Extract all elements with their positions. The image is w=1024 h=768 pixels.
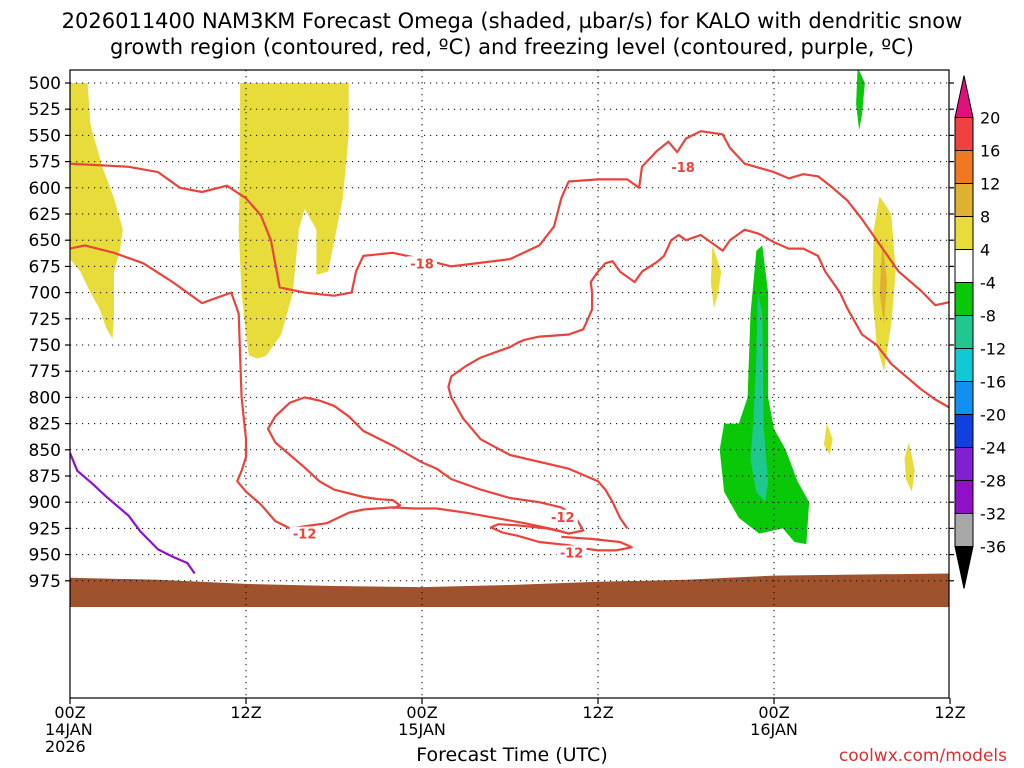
colorbar-swatch: [954, 381, 974, 415]
x-tick-label: 00Z: [54, 703, 85, 722]
x-tick-label: 14JAN: [45, 720, 93, 739]
colorbar-label: -36: [980, 538, 1006, 557]
omega-shading: [70, 70, 915, 545]
colorbar-swatch: [954, 183, 974, 217]
omega-region: [70, 83, 123, 339]
colorbar-swatch: [954, 249, 974, 283]
y-tick-label: 800: [29, 388, 61, 408]
chart-title-line2: growth region (contoured, red, ºC) and f…: [110, 35, 914, 59]
y-tick-label: 925: [29, 519, 61, 539]
contour-label-bg: [668, 159, 699, 174]
y-tick-label: 575: [29, 153, 61, 173]
colorbar-label: 12: [980, 175, 1000, 194]
contour-label: -18: [671, 161, 695, 176]
credit-text: coolwx.com/models: [838, 746, 1007, 766]
chart-title-line1: 2026011400 NAM3KM Forecast Omega (shaded…: [61, 9, 963, 33]
y-tick-label: 975: [29, 572, 61, 592]
y-axis: 500 525 550 575 600 625 650 675 700 725 750 775 800 8…: [29, 74, 954, 592]
dgz-contour-line: [70, 244, 585, 535]
dgz-contour-line: [489, 523, 633, 552]
x-tick-label: 2026: [45, 737, 86, 756]
colorbar-label: -16: [980, 373, 1006, 392]
colorbar-label: -24: [980, 439, 1006, 458]
terrain-area: [70, 573, 949, 607]
colorbar-label: 4: [980, 241, 990, 260]
omega-region: [904, 442, 915, 492]
y-tick-label: 950: [29, 546, 61, 566]
colorbar-swatch: [954, 150, 974, 184]
colorbar-cap-top: [954, 75, 974, 118]
y-tick-label: 550: [29, 126, 61, 146]
colorbar-label: -28: [980, 472, 1006, 491]
omega-region: [879, 240, 887, 324]
colorbar-label: 8: [980, 208, 990, 227]
y-tick-label: 625: [29, 205, 61, 225]
omega-region: [823, 423, 833, 455]
colorbar-swatch: [954, 216, 974, 250]
y-tick-label: 875: [29, 467, 61, 487]
colorbar-swatch: [954, 414, 974, 448]
contour-labels: -18 -18 -12 -12 -12: [289, 159, 699, 562]
colorbar-cap-bottom: [954, 546, 974, 589]
dgz-contours: [70, 130, 949, 575]
omega-region: [719, 245, 810, 545]
colorbar-swatch: [954, 117, 974, 151]
x-axis-title: Forecast Time (UTC): [416, 744, 608, 766]
contour-label-bg: [556, 545, 587, 560]
y-tick-label: 600: [29, 179, 61, 199]
x-tick-label: 12Z: [230, 703, 261, 722]
y-tick-label: 900: [29, 493, 61, 513]
y-tick-label: 650: [29, 231, 61, 251]
x-tick-label: 00Z: [758, 703, 789, 722]
freezing-level-line: [70, 452, 196, 575]
colorbar: 20 16 12 8 4 -4 -8 -12 -16 -20 -24 -28 -32 -36: [954, 75, 1006, 589]
omega-region: [710, 245, 722, 309]
colorbar-swatch: [954, 480, 974, 514]
y-tick-label: 500: [29, 74, 61, 94]
colorbar-swatch: [954, 348, 974, 382]
colorbar-swatch: [954, 447, 974, 481]
colorbar-swatch: [954, 315, 974, 349]
x-tick-label: 12Z: [934, 703, 965, 722]
colorbar-label: -20: [980, 406, 1006, 425]
y-tick-label: 850: [29, 441, 61, 461]
contour-label: -12: [551, 511, 575, 526]
contour-label: -12: [293, 528, 317, 543]
colorbar-label: -12: [980, 340, 1006, 359]
omega-region: [856, 70, 865, 131]
colorbar-label: 20: [980, 109, 1000, 128]
y-tick-label: 675: [29, 257, 61, 277]
colorbar-label: -32: [980, 505, 1006, 524]
y-tick-label: 825: [29, 415, 61, 435]
contour-label-bg: [289, 526, 320, 541]
dgz-contour-line: [447, 228, 949, 530]
y-tick-label: 700: [29, 284, 61, 304]
x-tick-label: 12Z: [582, 703, 613, 722]
y-tick-label: 725: [29, 310, 61, 330]
terrain-fill: [70, 573, 949, 607]
contour-label-bg: [407, 256, 437, 271]
contour-label-bg: [547, 509, 578, 524]
colorbar-swatch: [954, 282, 974, 316]
colorbar-label: -4: [980, 274, 996, 293]
colorbar-label: -8: [980, 307, 996, 326]
x-tick-label: 00Z: [406, 703, 437, 722]
x-tick-label: 16JAN: [750, 720, 798, 739]
contour-label: -12: [560, 547, 584, 562]
dgz-contour-line: [70, 130, 949, 307]
contour-label: -18: [410, 257, 434, 272]
dotted-grid: [70, 70, 949, 698]
y-tick-label: 775: [29, 362, 61, 382]
colorbar-swatch: [954, 513, 974, 547]
plot-frame: [69, 69, 950, 699]
x-tick-label: 15JAN: [398, 720, 446, 739]
omega-region: [238, 83, 349, 359]
y-tick-label: 750: [29, 336, 61, 356]
colorbar-label: 16: [980, 142, 1000, 161]
y-tick-label: 525: [29, 100, 61, 120]
